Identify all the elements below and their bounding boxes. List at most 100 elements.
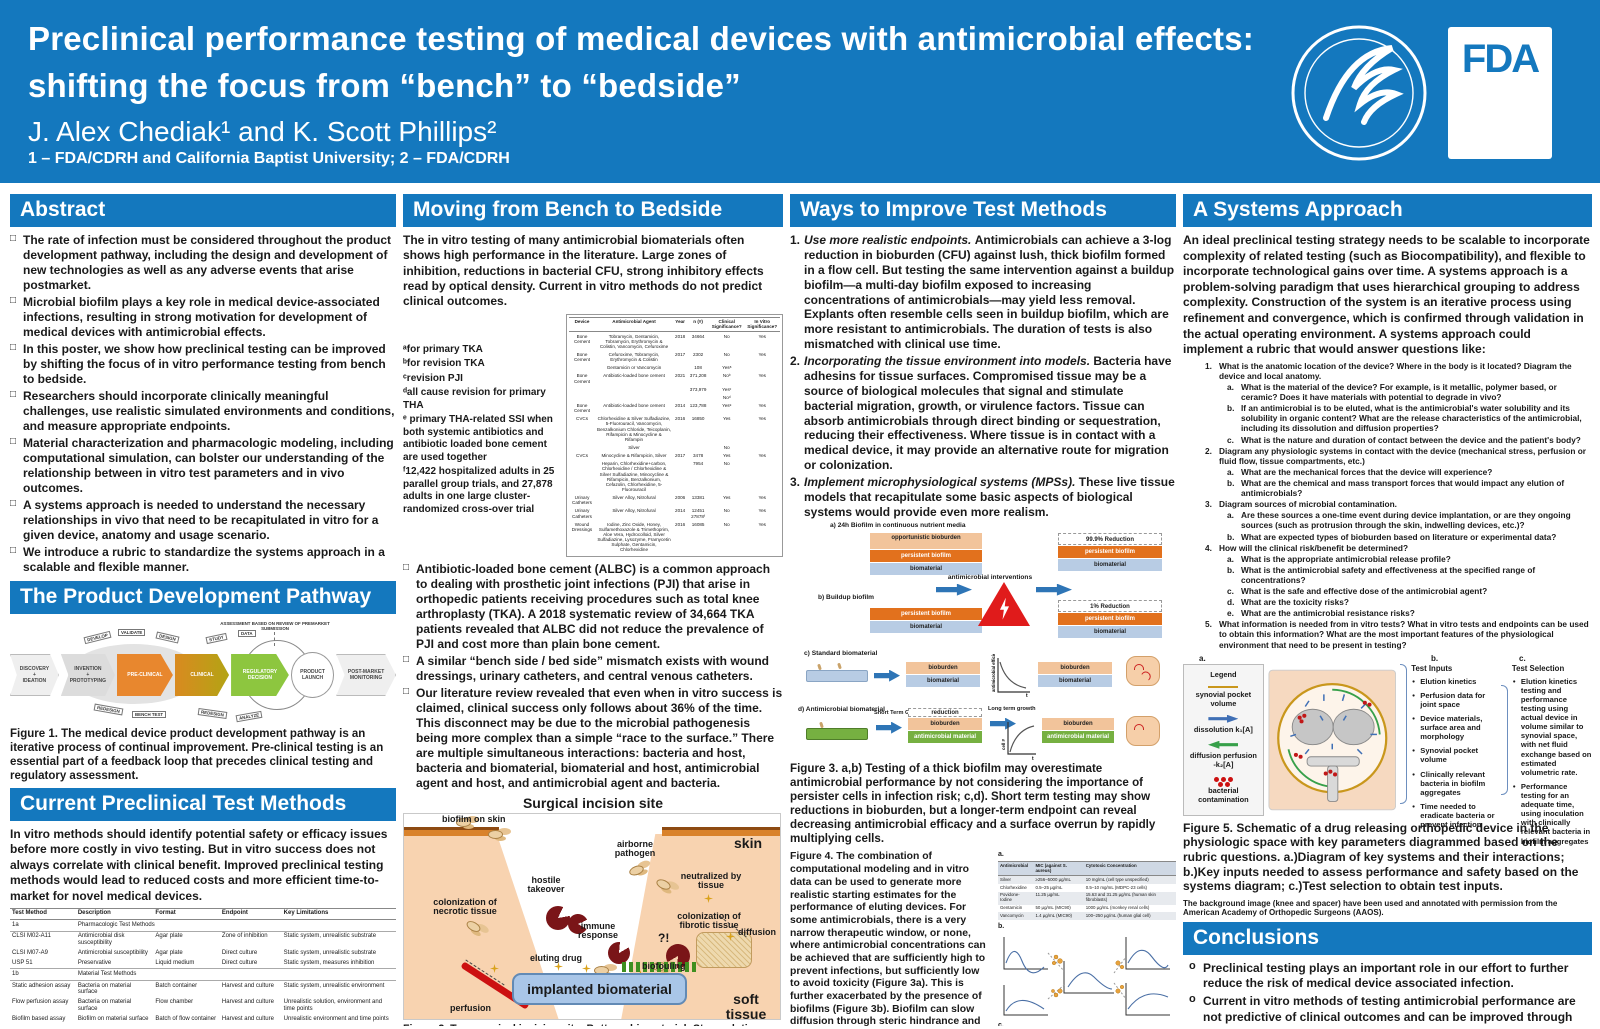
bacteria-icon — [488, 830, 503, 839]
table-cell: Silver — [998, 875, 1034, 884]
affiliations: 1 – FDA/CDRH and California Baptist Univ… — [28, 149, 510, 167]
fig5-marker-a: a. — [1199, 653, 1206, 663]
table-cell: Yesᶜ — [722, 386, 732, 392]
methods-intro: In vitro methods should identify potenti… — [10, 827, 388, 903]
list-marker: e. — [1227, 608, 1234, 619]
table-cell: Bone Cement — [573, 352, 591, 363]
table-cell: Yes — [758, 508, 766, 514]
table-header-cell: Clinical Significance? — [708, 316, 745, 333]
label-interventions: antimicrobial interventions — [947, 573, 1033, 581]
svg-text:t: t — [1026, 693, 1028, 698]
list-item: Time needed to eradicate bacteria or pre… — [1411, 802, 1497, 829]
table-row: Flow perfusion assay Bacteria on material… — [10, 998, 396, 1015]
table-cell: Wound Dressings — [571, 521, 593, 532]
table-cell: Chlorhexidine — [1000, 884, 1027, 890]
table-cell: CLSI M07-A9 — [12, 949, 49, 956]
table-row: 1b Material Test Methods — [10, 968, 396, 982]
box-biomaterial: biomaterial — [870, 620, 982, 633]
table-cell: Static system, unrealistic substrate — [283, 949, 377, 956]
drug-star-icon — [582, 964, 591, 973]
list-item: e. What are the antimicrobial resistance … — [1227, 608, 1415, 619]
fig3-row-d-label: d) Antimicrobial biomaterial — [798, 705, 885, 713]
bench-footnotes: ᵃfor primary TKA ᵇfor revision TKA ᶜrevisi… — [403, 314, 560, 557]
fig5-test-selection: Test Selection Elution kinetics testing … — [1512, 664, 1592, 846]
list-item: In this poster, we show how preclinical … — [10, 342, 396, 387]
table-cell: Static system, unrealistic environment a… — [282, 1025, 396, 1026]
bench-bullet-list: Antibiotic-loaded bone cement (ALBC) is … — [403, 562, 783, 793]
figure2: Surgical incision site — [403, 793, 783, 1020]
table-row: Heparin, Chlorhexidine+carbon, Chlorhexi… — [569, 460, 780, 494]
table-section-cell: Pharmacologic Test Methods — [75, 918, 396, 932]
table-cell: 15.63 and 31.25 µg/mL (human skin fibrob… — [1083, 891, 1176, 905]
table-row: Bone Cement Cefuroxime, Tobramycin, Eryth… — [569, 351, 780, 364]
pocket-line-swatch — [1208, 685, 1239, 688]
table-header-cell: Endpoint — [219, 907, 282, 920]
stage-invention: INVENTION + PROTOTYPING — [60, 654, 115, 696]
list-item: 5. What information is needed from in vit… — [1205, 619, 1589, 650]
box-persistent: persistent biofilm — [1058, 612, 1162, 625]
table-cell: 123,788 — [689, 402, 707, 408]
fig4-table-mic: Antimicrobial MIC (against S. aureus) Cyto… — [998, 861, 1176, 921]
figure4-caption-label: Figure 4. — [790, 851, 834, 863]
list-item: Elution kinetics — [1411, 677, 1497, 686]
table-cell: ISO22196, JIS Z 2801 — [10, 1025, 76, 1026]
table-cell: 1.4 µg/mL (MIC90) — [1033, 912, 1084, 921]
table-cell: Yes — [722, 495, 731, 501]
antimicrobial-slab — [806, 727, 868, 740]
box-persistent: persistent biofilm — [870, 549, 982, 562]
figure5-caption: Figure 5. Schematic of a drug releasing … — [1183, 821, 1592, 894]
figure5-caption-label: Figure 5. — [1183, 820, 1234, 835]
svg-text:t: t — [1032, 756, 1034, 760]
list-item: A systems approach is needed to understa… — [10, 498, 396, 543]
tag-develop: DEVELOP — [83, 630, 112, 645]
table-cell: Harvest and culture — [221, 982, 274, 989]
table-header-cell: Device — [569, 316, 595, 333]
list-item: Device materials, surface area and morph… — [1411, 714, 1497, 741]
list-marker: 2. — [790, 354, 801, 368]
table-cell: 2017 — [675, 352, 686, 357]
table-cell: Biofilm on material surface — [77, 1016, 149, 1023]
list-item: Elution kinetics testing and performance… — [1512, 677, 1592, 777]
fig3-row-b-label: b) Buildup biofilm — [818, 593, 875, 601]
table-row: ISO22196, JIS Z 2801Biofilm growth on ma… — [10, 1025, 396, 1026]
table-row: Static adhesion assay Bacteria on materia… — [10, 981, 396, 998]
fig3-stack-b-right: 1% Reduction persistent biofilm biomater… — [1058, 599, 1162, 639]
tag-redesign-2: REDESIGN — [197, 708, 228, 719]
table-header-cell: Format — [153, 907, 220, 920]
test-inputs-list: Elution kinetics Perfusion data for joint… — [1411, 677, 1497, 835]
table-cell: Yesᵃ — [722, 365, 732, 371]
list-item: ᵉ primary THA-related SSI when both syst… — [403, 414, 553, 463]
list-item: We introduce a rubric to standardize the… — [10, 545, 396, 575]
label-biofilm-on-skin: biofilm on skin — [442, 814, 506, 824]
table-cell: CLSI M02-A11 — [12, 933, 51, 940]
table-cell: 373,979 — [689, 386, 707, 392]
efficiency-decay-graph: antimicrobial efficiency t — [991, 654, 1030, 698]
figure4-block: Figure 4. The combination of computation… — [790, 851, 1176, 1026]
table-cell: 2302 — [692, 352, 704, 357]
box-persistent: persistent biofilm — [1058, 545, 1162, 558]
list-item: Preclinical testing plays an important r… — [1183, 960, 1592, 991]
box-biomaterial: biomaterial — [1058, 625, 1162, 638]
table-row: Gentamicin 50 µg/mL (MIC90) 1000 µg/mL (mo… — [998, 905, 1176, 913]
box-opportunistic: opportunistic bioburden — [870, 532, 982, 549]
label-diffusion: diffusion — [738, 927, 776, 937]
figure2-caption: Figure 2. Top: surgical incision site; B… — [403, 1023, 783, 1026]
table-cell: CVCs — [576, 453, 588, 459]
table-cell — [687, 443, 709, 451]
fig3-stack-d-1: reduction bioburden antimicrobial materi… — [908, 707, 982, 744]
list-item: Clinically relevant bacteria in biofilm … — [1411, 770, 1497, 797]
table-cell: Antimicrobial disk susceptibility — [77, 933, 125, 947]
fig4-marker-a: a. — [998, 851, 1004, 859]
legend-bacteria-label: bacterial contamination — [1198, 785, 1249, 804]
table-cell: 2006 — [675, 495, 686, 501]
table-row: Bone Cement Antibiotic-loaded bone cement… — [569, 372, 780, 385]
box-biomaterial: biomaterial — [1038, 674, 1112, 687]
logo-group: FDA — [1288, 22, 1552, 164]
fig3-stack-d-2: bioburden antimicrobial material — [1042, 717, 1114, 744]
table-cell: Urinary Catheters — [572, 508, 592, 519]
list-item: Antibiotic-loaded bone cement (ALBC) is … — [403, 562, 783, 652]
label-fibrotic: colonization of fibrotic tissue — [677, 911, 741, 931]
drug-star-icon — [490, 964, 499, 973]
svg-text:antimicrobial efficiency: antimicrobial efficiency — [991, 654, 996, 692]
table-row: Povidone-Iodine 11.25 µg/mL 15.63 and 31.2… — [998, 891, 1176, 905]
